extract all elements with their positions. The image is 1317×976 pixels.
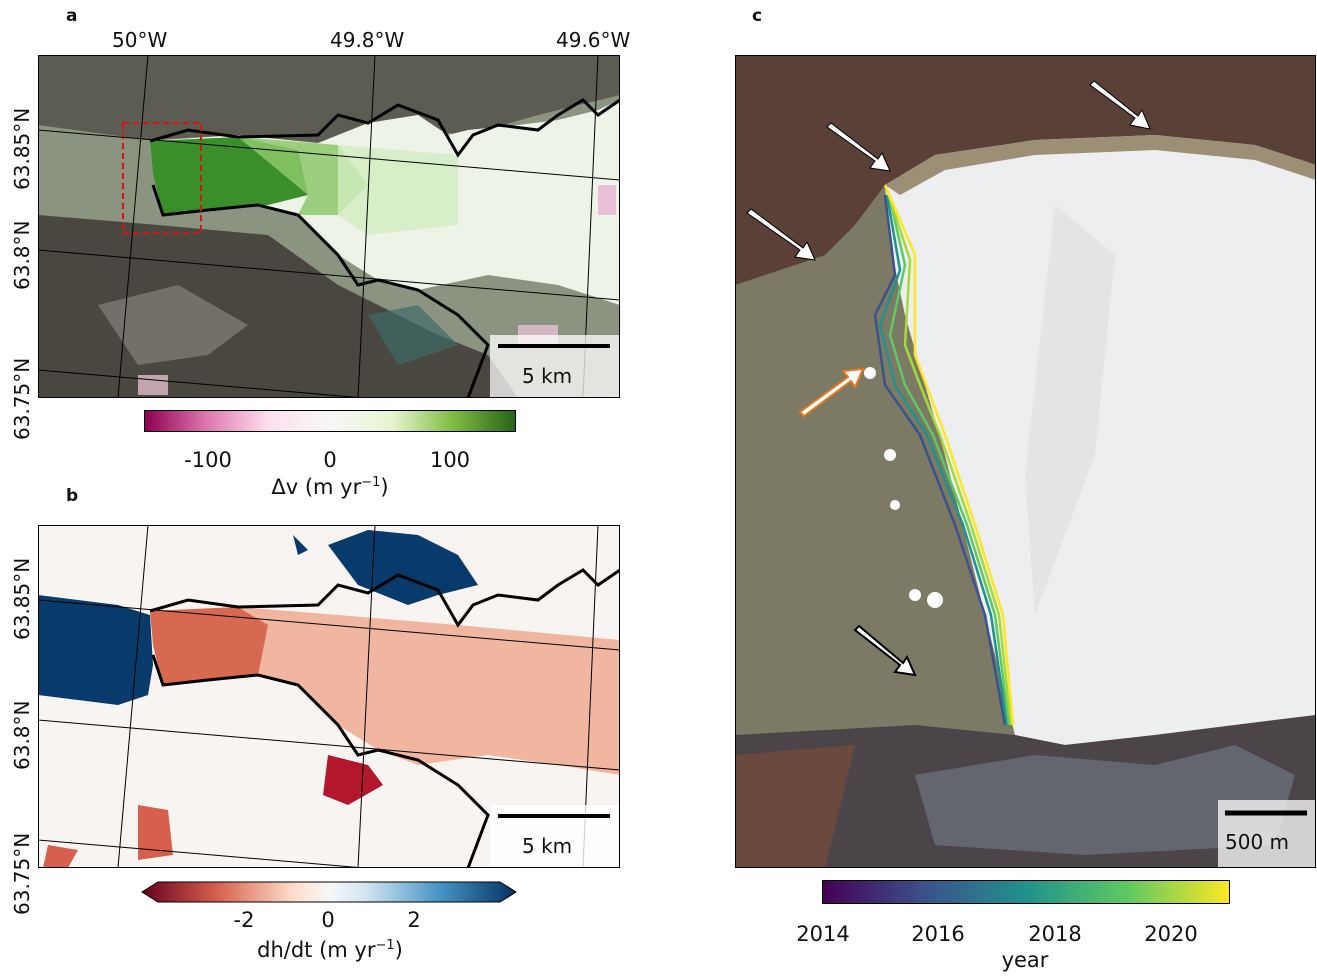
panel-b-lat-tick: 63.75°N: [10, 832, 34, 915]
white-arrow: [746, 208, 816, 261]
white-arrow: [826, 122, 891, 172]
panel-c-colorbar: [822, 880, 1230, 904]
panel-a-colorbar-tick: 0: [323, 448, 337, 472]
panel-a-lat-tick: 63.8°N: [10, 220, 34, 291]
panel-b-letter: b: [66, 486, 79, 506]
white-arrow: [1089, 80, 1151, 130]
panel-b-colorbar-tick: 2: [407, 908, 421, 932]
panel-a-lon-tick: 50°W: [112, 28, 168, 52]
panel-c-colorbar-tick: 2020: [1144, 922, 1198, 946]
panel-c-scale-label: 500 m: [1225, 830, 1290, 854]
panel-c-image: [735, 55, 1316, 868]
panel-c-colorbar-tick: 2014: [796, 922, 850, 946]
panel-a-map: [38, 55, 620, 398]
panel-b-lat-tick: 63.85°N: [10, 557, 34, 640]
panel-a-lat-tick: 63.85°N: [10, 107, 34, 190]
panel-a-colorbar-tick: 100: [429, 448, 471, 472]
panel-a-colorbar: [144, 410, 516, 432]
panel-b-colorbar-label: dh/dt (m yr−1): [257, 938, 403, 962]
panel-c-colorbar-tick: 2016: [911, 922, 965, 946]
panel-a-lat-tick: 63.75°N: [10, 357, 34, 440]
panel-a-letter: a: [66, 6, 78, 26]
panel-c-colorbar-tick: 2018: [1028, 922, 1082, 946]
panel-a-colorbar-label: Δv (m yr−1): [271, 475, 389, 499]
panel-a-colorbar-tick: -100: [184, 448, 232, 472]
orange-arrow: [798, 367, 865, 418]
panel-a-scale-label: 5 km: [522, 364, 573, 388]
panel-a-lon-tick: 49.8°W: [330, 28, 405, 52]
panel-c-letter: c: [752, 6, 763, 26]
panel-b-colorbar-tick: 0: [321, 908, 335, 932]
panel-b-colorbar: [141, 881, 517, 903]
black-arrow: [853, 624, 917, 677]
panel-c-colorbar-label: year: [1001, 948, 1049, 972]
panel-b-lat-tick: 63.8°N: [10, 700, 34, 771]
panel-b-scale-label: 5 km: [522, 834, 573, 858]
panel-b-colorbar-tick: -2: [233, 908, 255, 932]
panel-b-map: [38, 525, 620, 868]
panel-a-lon-tick: 49.6°W: [556, 28, 631, 52]
